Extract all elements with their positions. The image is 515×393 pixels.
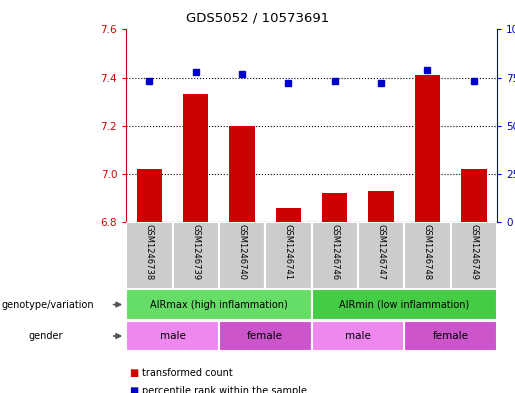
Bar <box>126 290 312 320</box>
Text: ■: ■ <box>129 368 138 378</box>
Bar <box>312 290 497 320</box>
Text: AIRmax (high inflammation): AIRmax (high inflammation) <box>150 299 288 310</box>
Text: gender: gender <box>28 331 63 341</box>
Text: female: female <box>247 331 283 341</box>
Bar <box>265 222 312 289</box>
Bar <box>183 94 209 222</box>
Bar <box>322 193 348 222</box>
Text: genotype/variation: genotype/variation <box>1 299 94 310</box>
Bar <box>276 208 301 222</box>
Text: GSM1246749: GSM1246749 <box>469 224 478 280</box>
Text: GSM1246748: GSM1246748 <box>423 224 432 280</box>
Text: female: female <box>433 331 469 341</box>
Bar <box>461 169 487 222</box>
Text: ■: ■ <box>129 386 138 393</box>
Text: male: male <box>160 331 185 341</box>
Bar <box>126 222 173 289</box>
Text: percentile rank within the sample: percentile rank within the sample <box>142 386 306 393</box>
Bar <box>312 222 358 289</box>
Bar <box>219 321 312 351</box>
Bar <box>368 191 394 222</box>
Text: transformed count: transformed count <box>142 368 232 378</box>
Bar <box>358 222 404 289</box>
Text: GSM1246740: GSM1246740 <box>237 224 247 280</box>
Bar <box>415 75 440 222</box>
Text: GSM1246739: GSM1246739 <box>191 224 200 280</box>
Text: male: male <box>345 331 371 341</box>
Bar <box>136 169 162 222</box>
Text: GSM1246746: GSM1246746 <box>330 224 339 280</box>
Bar <box>404 321 497 351</box>
Text: GDS5052 / 10573691: GDS5052 / 10573691 <box>186 12 329 25</box>
Bar <box>312 321 404 351</box>
Text: GSM1246741: GSM1246741 <box>284 224 293 280</box>
Bar <box>451 222 497 289</box>
Bar <box>126 321 219 351</box>
Bar <box>229 126 255 222</box>
Text: GSM1246738: GSM1246738 <box>145 224 154 280</box>
Bar <box>404 222 451 289</box>
Text: GSM1246747: GSM1246747 <box>376 224 386 280</box>
Text: AIRmin (low inflammation): AIRmin (low inflammation) <box>339 299 469 310</box>
Bar <box>219 222 265 289</box>
Bar <box>173 222 219 289</box>
